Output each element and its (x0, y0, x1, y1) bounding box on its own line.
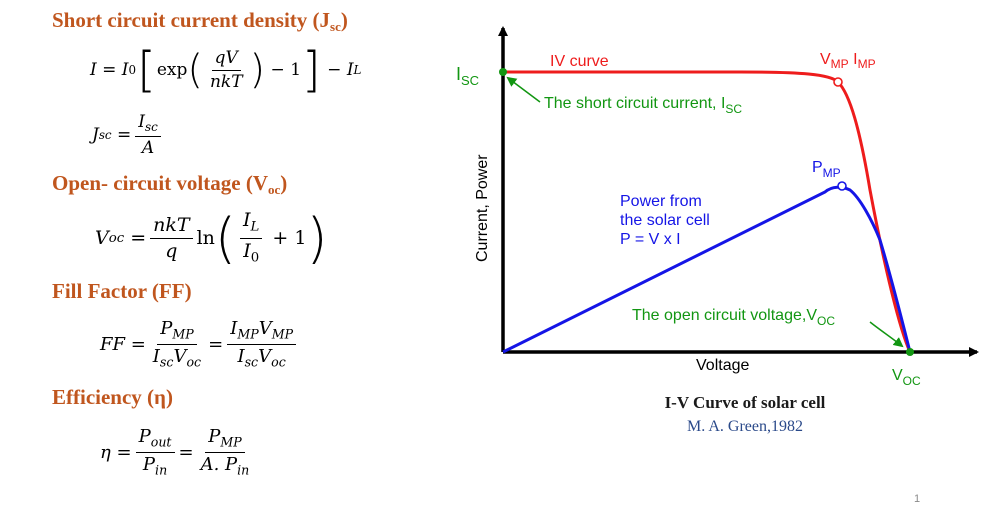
isc-annotation: The short circuit current, ISC (544, 95, 742, 116)
isc-axis-label: ISC (456, 64, 479, 88)
mpp-power-point (837, 181, 847, 191)
voc-annotation: The open circuit voltage,VOC (632, 307, 835, 328)
page-number: 1 (914, 493, 921, 505)
vmp-imp-label: VMP IMP (820, 51, 876, 71)
equation-efficiency: η = Pout Pin = PMP A. Pin (100, 426, 250, 477)
chart-caption-author: M. A. Green,1982 (687, 418, 803, 435)
heading-jsc: Short circuit current density (Jsc) (52, 8, 348, 34)
power-curve-line (502, 185, 912, 354)
voc-arrow (869, 321, 904, 348)
voc-point (906, 348, 914, 356)
heading-voc: Open- circuit voltage (Voc) (52, 171, 288, 197)
voc-axis-label: VOC (892, 367, 921, 388)
power-annotation: Power from the solar cell P = V x I (620, 193, 714, 248)
iv-chart: IV curve ISC The short circuit current, … (456, 26, 979, 388)
y-axis-label: Current, Power (474, 154, 491, 262)
iv-curve-label: IV curve (550, 53, 609, 70)
isc-arrow (506, 76, 541, 103)
heading-ff: Fill Factor (FF) (52, 279, 192, 303)
iv-curve-line (503, 70, 912, 353)
x-axis-label: Voltage (696, 357, 749, 374)
pmp-label: PMP (812, 159, 841, 180)
heading-efficiency: Efficiency (η) (52, 385, 173, 409)
isc-point (499, 68, 507, 76)
mpp-iv-point (833, 77, 843, 87)
chart-caption-title: I-V Curve of solar cell (664, 393, 826, 412)
equation-ff: FF = PMP IscVoc = IMPVMP IscVoc (100, 313, 300, 375)
